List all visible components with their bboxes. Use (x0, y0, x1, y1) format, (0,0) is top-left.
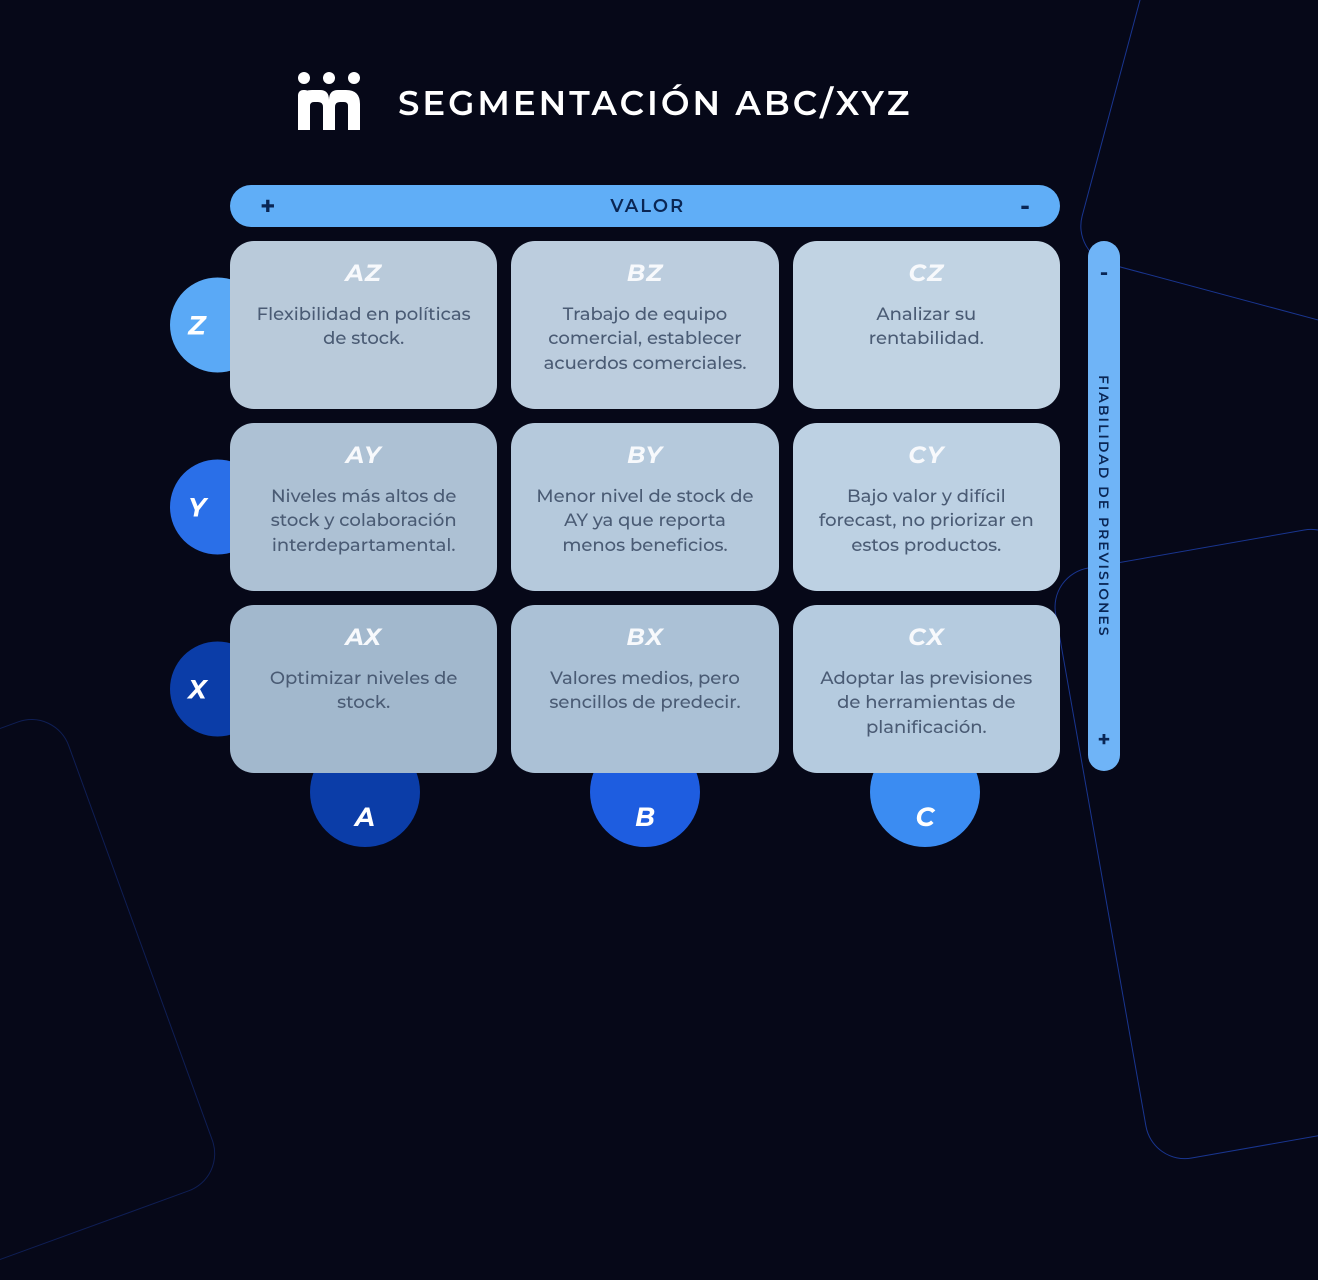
cell-text: Optimizar niveles de stock. (254, 666, 473, 715)
right-axis-label: FIABILIDAD DE PREVISIONES (1095, 375, 1113, 638)
top-axis-label: VALOR (610, 195, 685, 217)
col-label: B (635, 801, 655, 833)
row-label: Y (188, 491, 206, 523)
cell-cx: CX Adoptar las previsiones de herramient… (793, 605, 1060, 773)
cell-text: Analizar su rentabilidad. (817, 302, 1036, 351)
col-label: A (355, 801, 375, 833)
row-label: Z (188, 309, 205, 341)
cell-ax: AX Optimizar niveles de stock. (230, 605, 497, 773)
cell-cy: CY Bajo valor y difícil forecast, no pri… (793, 423, 1060, 591)
grid: Z AZ Flexibilidad en políticas de stock.… (230, 241, 1060, 773)
cell-text: Menor nivel de stock de AY ya que report… (535, 484, 754, 557)
cell-code: BX (626, 623, 663, 652)
cell-code: CZ (908, 259, 944, 288)
row-z: Z AZ Flexibilidad en políticas de stock.… (230, 241, 1060, 409)
cell-code: BY (627, 441, 663, 470)
row-x: X AX Optimizar niveles de stock. BX Valo… (230, 605, 1060, 773)
cell-by: BY Menor nivel de stock de AY ya que rep… (511, 423, 778, 591)
right-axis-minus: - (1100, 259, 1109, 286)
cell-code: AY (346, 441, 382, 470)
cell-text: Flexibilidad en políticas de stock. (254, 302, 473, 351)
cell-code: CY (908, 441, 944, 470)
cell-text: Trabajo de equipo comercial, establecer … (535, 302, 754, 375)
cell-text: Valores medios, pero sencillos de predec… (535, 666, 754, 715)
cell-text: Bajo valor y difícil forecast, no priori… (817, 484, 1036, 557)
cell-code: BZ (627, 259, 663, 288)
cell-code: CX (908, 623, 944, 652)
right-axis-plus: + (1097, 726, 1110, 753)
matrix: + VALOR - - FIABILIDAD DE PREVISIONES + … (170, 185, 1120, 857)
infographic-container: SEGMENTACIÓN ABC/XYZ + VALOR - - FIABILI… (170, 70, 1150, 857)
page-title: SEGMENTACIÓN ABC/XYZ (398, 82, 912, 124)
cell-ay: AY Niveles más altos de stock y colabora… (230, 423, 497, 591)
row-y: Y AY Niveles más altos de stock y colabo… (230, 423, 1060, 591)
cell-code: AX (345, 623, 382, 652)
right-axis: - FIABILIDAD DE PREVISIONES + (1088, 241, 1120, 771)
top-axis: + VALOR - (230, 185, 1060, 227)
col-label: C (915, 801, 934, 833)
cell-text: Adoptar las previsiones de herramientas … (817, 666, 1036, 739)
cell-code: AZ (345, 259, 382, 288)
row-label: X (188, 673, 207, 705)
cell-text: Niveles más altos de stock y colaboració… (254, 484, 473, 557)
cell-cz: CZ Analizar su rentabilidad. (793, 241, 1060, 409)
cell-bx: BX Valores medios, pero sencillos de pre… (511, 605, 778, 773)
cell-bz: BZ Trabajo de equipo comercial, establec… (511, 241, 778, 409)
cell-az: AZ Flexibilidad en políticas de stock. (230, 241, 497, 409)
col-tabs: A B C (230, 787, 1060, 857)
logo-icon (290, 70, 368, 135)
header: SEGMENTACIÓN ABC/XYZ (170, 70, 1150, 135)
top-axis-minus: - (1020, 190, 1030, 222)
top-axis-plus: + (260, 190, 276, 222)
